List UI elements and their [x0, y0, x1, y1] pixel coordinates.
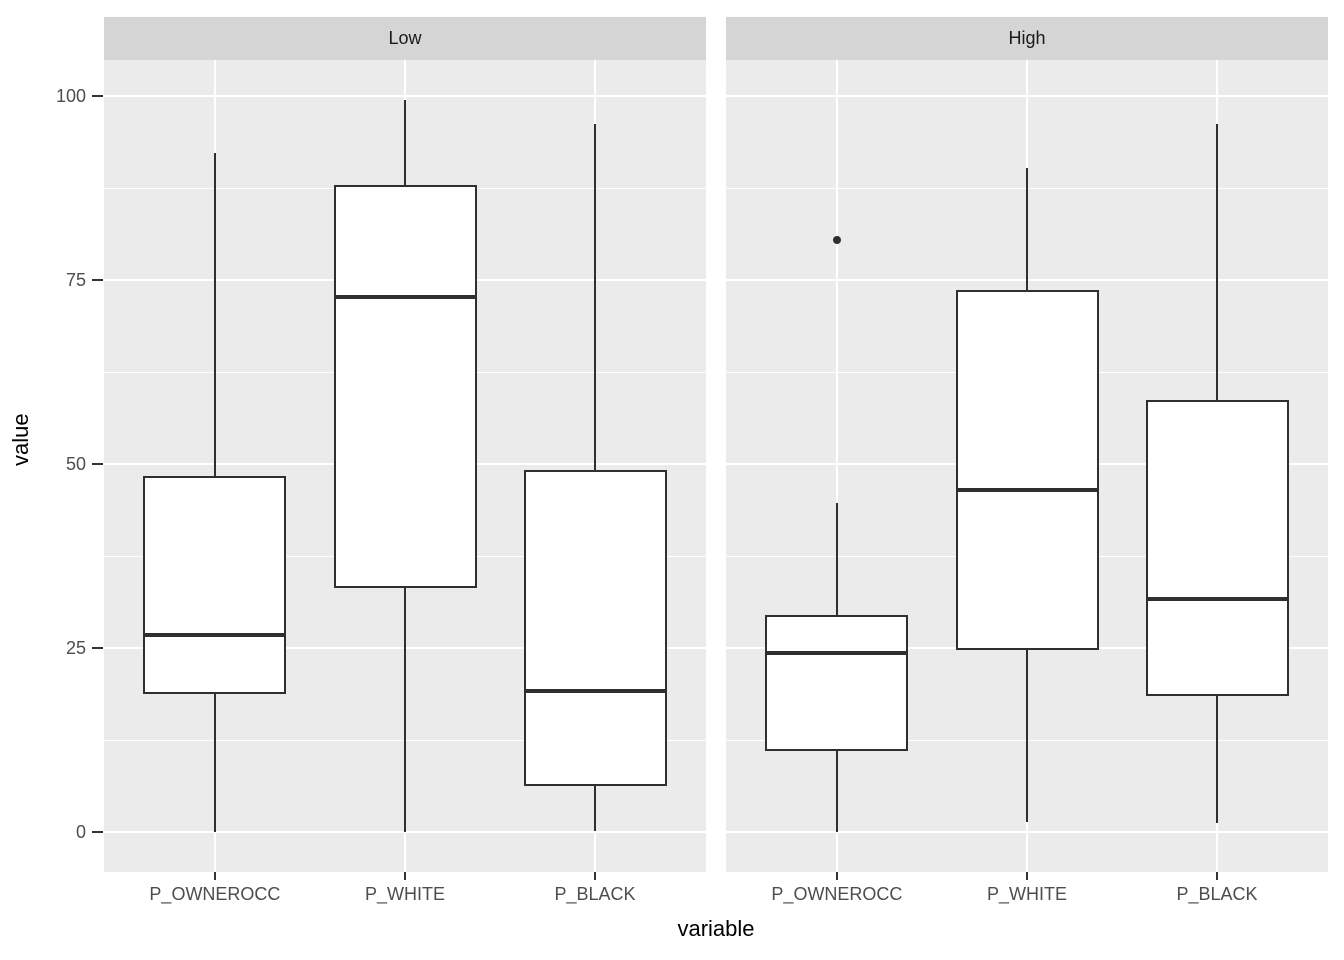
upper-whisker — [1026, 168, 1028, 291]
median-line — [1145, 596, 1289, 601]
y-axis-tick-label: 75 — [65, 270, 86, 291]
lower-whisker — [1216, 696, 1219, 824]
x-axis-tick-label: P_BLACK — [1176, 884, 1258, 904]
y-axis-tick-label: 50 — [65, 454, 86, 475]
upper-whisker — [1216, 124, 1219, 401]
x-axis-tick-label: P_OWNEROCC — [771, 884, 903, 904]
median-line — [765, 651, 909, 656]
facet-strip: Low — [104, 17, 706, 60]
facet-label: Low — [388, 28, 422, 48]
x-axis-title: variable — [677, 916, 755, 941]
facet-panel — [726, 60, 1328, 872]
y-axis-tick — [92, 95, 103, 98]
x-axis-tick-label: P_WHITE — [364, 884, 445, 904]
major-gridline-vertical — [835, 60, 838, 872]
box-iqr — [1145, 400, 1289, 697]
x-axis-tick-label: P_WHITE — [986, 884, 1067, 904]
x-axis-tick — [835, 872, 838, 880]
box-iqr — [523, 470, 667, 786]
x-axis-tick — [404, 872, 406, 880]
x-axis-tick-label: P_BLACK — [554, 884, 636, 904]
y-axis-tick — [92, 279, 103, 282]
y-axis-tick-label: 25 — [65, 638, 86, 659]
box-iqr — [333, 185, 477, 588]
y-axis-tick-label: 0 — [75, 822, 86, 843]
x-axis-tick — [1216, 872, 1219, 880]
lower-whisker — [213, 693, 216, 833]
upper-whisker — [404, 99, 406, 186]
box-iqr — [955, 290, 1099, 650]
lower-whisker — [404, 587, 406, 833]
upper-whisker — [835, 503, 838, 616]
median-line — [333, 295, 477, 300]
y-axis-tick — [92, 463, 103, 466]
x-axis-tick-label: P_OWNEROCC — [149, 884, 281, 904]
x-axis-tick — [213, 872, 216, 880]
lower-whisker — [1026, 649, 1028, 822]
upper-whisker — [213, 152, 216, 476]
y-axis-tick — [92, 647, 103, 650]
box-iqr — [143, 475, 287, 694]
lower-whisker — [835, 750, 838, 833]
facet-panel — [104, 60, 706, 872]
y-axis-tick-label: 100 — [55, 86, 86, 107]
upper-whisker — [594, 124, 597, 471]
median-line — [143, 632, 287, 637]
y-axis-tick — [92, 831, 103, 834]
median-line — [955, 487, 1099, 492]
box-iqr — [765, 615, 909, 751]
lower-whisker — [594, 785, 597, 831]
median-line — [523, 688, 667, 693]
facet-strip: High — [726, 17, 1328, 60]
x-axis-tick — [1026, 872, 1028, 880]
x-axis-tick — [594, 872, 597, 880]
facet-label: High — [1008, 28, 1046, 48]
outlier-point — [832, 235, 841, 244]
